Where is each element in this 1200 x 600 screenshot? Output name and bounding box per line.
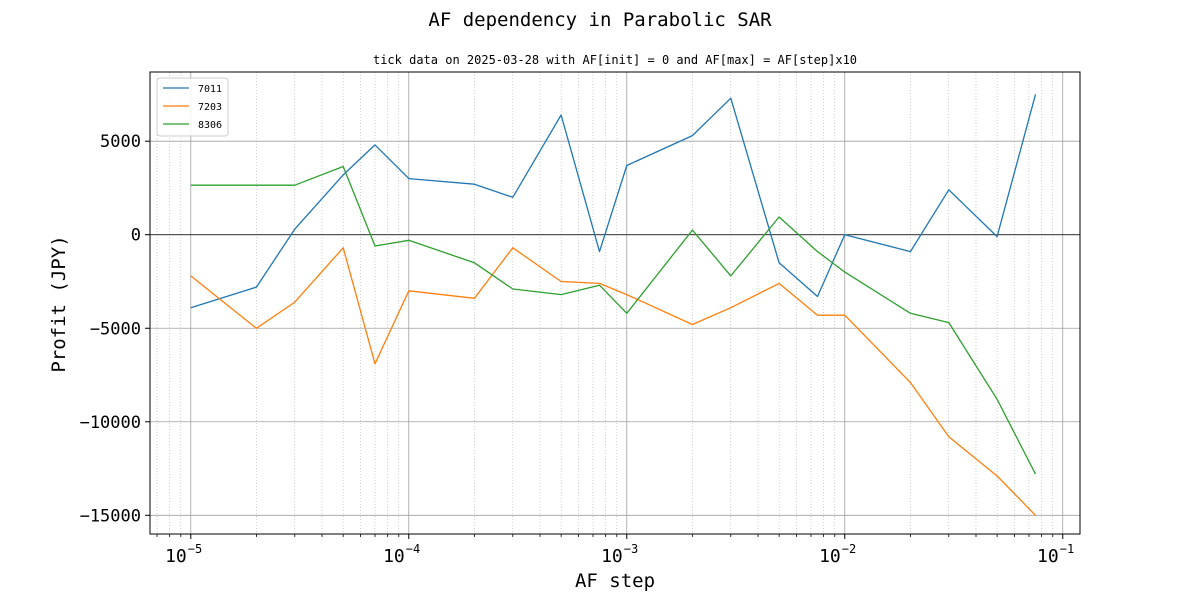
y-tick-label: 0 [131,226,141,246]
x-tick-label-base: 10 [383,546,405,567]
plot-frame [149,71,1081,535]
data-point-7203 [408,290,410,292]
data-point-8306 [560,293,562,295]
y-axis-label: Profit (JPY) [48,235,70,372]
data-point-7203 [473,297,475,299]
data-point-7011 [909,250,911,252]
data-point-7203 [730,306,732,308]
major-grid [150,72,1080,534]
data-point-8306 [512,288,514,290]
legend-label-7203: 7203 [198,102,222,113]
data-point-8306 [778,216,780,218]
data-point-8306 [909,312,911,314]
y-tick-label: −15000 [80,506,141,526]
x-axis-label: AF step [575,570,655,592]
data-point-7203 [948,436,950,438]
x-tick-label-exponent: −2 [842,542,856,556]
data-point-7203 [1034,514,1036,516]
data-point-7011 [1034,93,1036,95]
data-point-7011 [730,97,732,99]
x-tick-label-exponent: −1 [1060,542,1074,556]
legend: 7011 7203 8306 [156,77,229,137]
x-axis-ticks: 10 −5 10 −4 10 −3 10 −2 10 −1 [156,534,1074,567]
series-line-7011 [190,94,1037,309]
data-point-7011 [294,228,296,230]
data-point-7203 [374,363,376,365]
chart-subtitle: tick data on 2025-03-28 with AF[init] = … [373,53,857,67]
legend-box [156,77,229,137]
data-point-7011 [342,174,344,176]
data-point-7011 [816,295,818,297]
data-point-8306 [374,245,376,247]
data-point-7203 [294,301,296,303]
data-point-7011 [598,250,600,252]
data-point-8306 [342,165,344,167]
data-point-7203 [996,475,998,477]
data-point-7011 [408,177,410,179]
legend-label-7011: 7011 [198,84,222,95]
plot-area [149,71,1081,535]
data-point-7203 [560,280,562,282]
data-point-7011 [190,306,192,308]
data-point-7011 [255,286,257,288]
series-lines [190,93,1037,516]
data-point-7203 [691,323,693,325]
legend-label-8306: 8306 [198,120,222,131]
data-point-8306 [473,262,475,264]
data-point-7011 [374,144,376,146]
data-point-7011 [691,134,693,136]
data-point-8306 [691,229,693,231]
data-point-8306 [948,321,950,323]
data-point-7203 [626,293,628,295]
series-line-8306 [190,165,1037,475]
data-point-7011 [948,189,950,191]
x-tick-label-exponent: −4 [406,542,420,556]
x-tick-label-base: 10 [1037,546,1059,567]
data-point-7011 [626,164,628,166]
data-point-7203 [512,247,514,249]
data-point-8306 [1034,473,1036,475]
data-point-7011 [473,183,475,185]
data-point-8306 [408,239,410,241]
x-tick-label-exponent: −5 [188,542,202,556]
x-tick-label-exponent: −3 [624,542,638,556]
chart-title: AF dependency in Parabolic SAR [428,9,772,31]
data-point-8306 [844,271,846,273]
minor-grid [156,72,1054,534]
data-point-7203 [844,314,846,316]
y-tick-label: −5000 [90,319,141,339]
data-point-7011 [844,234,846,236]
y-tick-label: −10000 [80,413,141,433]
data-point-7203 [342,247,344,249]
data-point-8306 [255,184,257,186]
x-tick-label-base: 10 [165,546,187,567]
data-point-8306 [816,250,818,252]
data-point-7203 [190,275,192,277]
x-tick-label-base: 10 [819,546,841,567]
data-point-7011 [560,114,562,116]
data-point-8306 [626,312,628,314]
data-point-7203 [909,381,911,383]
data-point-8306 [190,184,192,186]
data-point-7011 [996,235,998,237]
data-point-7203 [816,314,818,316]
data-point-7203 [255,327,257,329]
data-point-8306 [294,184,296,186]
y-tick-label: 5000 [100,132,141,152]
plot-background [150,72,1080,534]
data-point-8306 [598,284,600,286]
y-axis-ticks: 5000 0 −5000 −10000 −15000 [80,132,150,526]
x-tick-label-base: 10 [601,546,623,567]
series-line-7203 [190,247,1036,516]
data-point-8306 [996,398,998,400]
data-point-8306 [730,275,732,277]
data-point-7011 [512,196,514,198]
data-point-7011 [778,262,780,264]
data-point-7203 [778,282,780,284]
